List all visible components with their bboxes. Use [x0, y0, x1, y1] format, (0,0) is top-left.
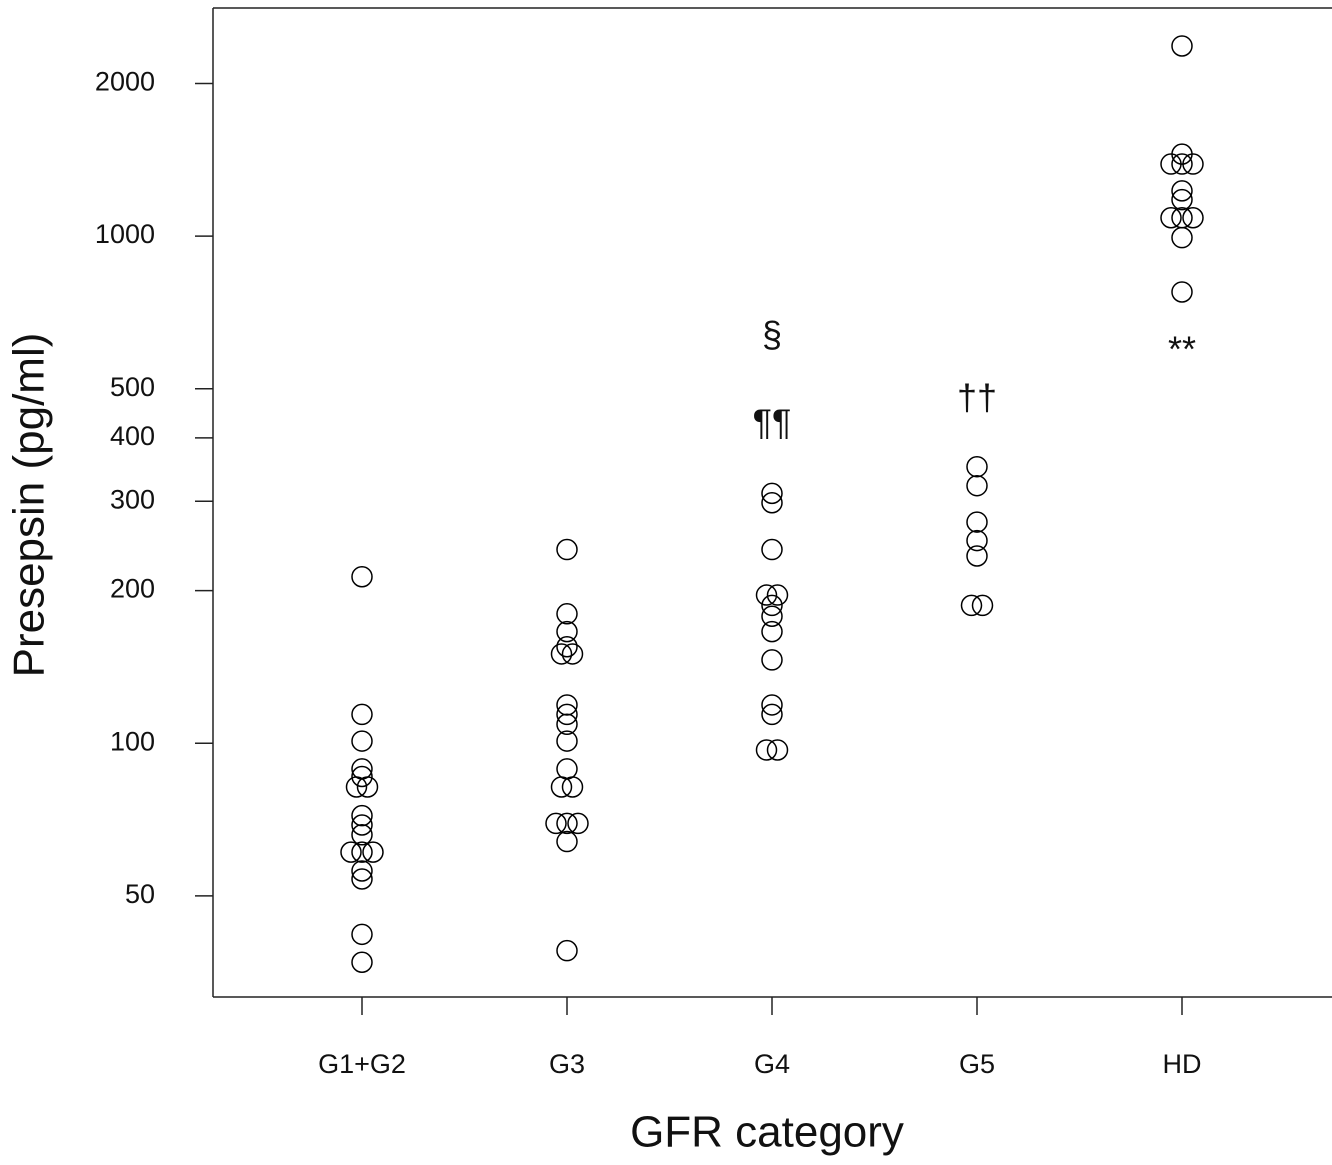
data-point [766, 584, 789, 606]
y-tick-label: 100 [110, 726, 155, 756]
data-point [1182, 206, 1204, 229]
data-point [567, 812, 589, 835]
data-point [351, 841, 373, 863]
y-tick-label: 1000 [95, 219, 155, 249]
data-point [966, 529, 988, 552]
data-point [1182, 153, 1204, 175]
y-axis-title: Presepsin (pg/ml) [5, 333, 54, 678]
data-point [556, 635, 578, 658]
data-point [556, 538, 578, 561]
data-point [1171, 188, 1193, 211]
data-point [556, 730, 578, 752]
data-point [761, 605, 783, 628]
data-point [556, 620, 578, 643]
data-point [556, 812, 578, 835]
data-point [351, 565, 373, 588]
significance-mark: § [762, 314, 782, 355]
data-point [761, 492, 783, 514]
data-point [761, 649, 783, 671]
data-point [550, 776, 573, 798]
data-point [356, 776, 379, 798]
data-point [761, 620, 783, 643]
data-point [556, 758, 578, 780]
data-point [556, 713, 578, 736]
data-point [960, 594, 983, 617]
data-point [971, 594, 994, 617]
x-tick-label: G5 [959, 1049, 995, 1079]
data-point [761, 594, 783, 617]
y-tick-label: 400 [110, 421, 155, 451]
data-point [556, 830, 578, 853]
y-tick-label: 300 [110, 484, 155, 514]
data-point [351, 923, 373, 946]
data-point [1171, 206, 1193, 229]
data-point [1171, 153, 1193, 175]
y-tick-label: 2000 [95, 67, 155, 97]
data-point [561, 776, 584, 798]
data-point [966, 511, 988, 533]
x-axis-title: GFR category [630, 1108, 904, 1157]
data-point [1160, 153, 1182, 175]
data-point [761, 694, 783, 716]
data-point [340, 841, 362, 863]
data-point [351, 804, 373, 827]
data-point [1171, 180, 1193, 202]
x-tick-label: G4 [754, 1049, 790, 1079]
data-point [966, 474, 988, 497]
data-point [1160, 206, 1182, 229]
y-tick-label: 200 [110, 574, 155, 604]
data-point [755, 584, 778, 606]
data-point [966, 545, 988, 567]
data-point [351, 868, 373, 890]
data-point [545, 812, 567, 835]
data-point [766, 739, 789, 761]
data-point [351, 824, 373, 846]
data-point [1171, 226, 1193, 249]
data-point [966, 455, 988, 478]
data-point [351, 765, 373, 788]
data-point [556, 703, 578, 726]
x-tick-label: HD [1163, 1049, 1202, 1079]
data-point [761, 538, 783, 561]
data-point [550, 643, 573, 665]
data-point [351, 814, 373, 836]
significance-mark: †† [957, 377, 997, 418]
y-tick-label: 500 [110, 372, 155, 402]
data-point [351, 860, 373, 882]
data-point [556, 939, 578, 962]
data-point [351, 951, 373, 974]
data-point [362, 841, 384, 863]
data-point [561, 643, 584, 665]
data-point [351, 730, 373, 752]
data-point [1171, 35, 1193, 57]
data-point [755, 739, 778, 761]
x-tick-label: G1+G2 [318, 1049, 406, 1079]
data-point [1171, 281, 1193, 303]
x-tick-label: G3 [549, 1049, 585, 1079]
significance-mark: ** [1168, 329, 1196, 370]
data-point [761, 703, 783, 726]
data-point [556, 603, 578, 625]
significance-mark: ¶¶ [753, 402, 792, 443]
data-point [351, 703, 373, 726]
y-tick-label: 50 [125, 879, 155, 909]
data-point [345, 776, 368, 798]
data-point [761, 482, 783, 505]
